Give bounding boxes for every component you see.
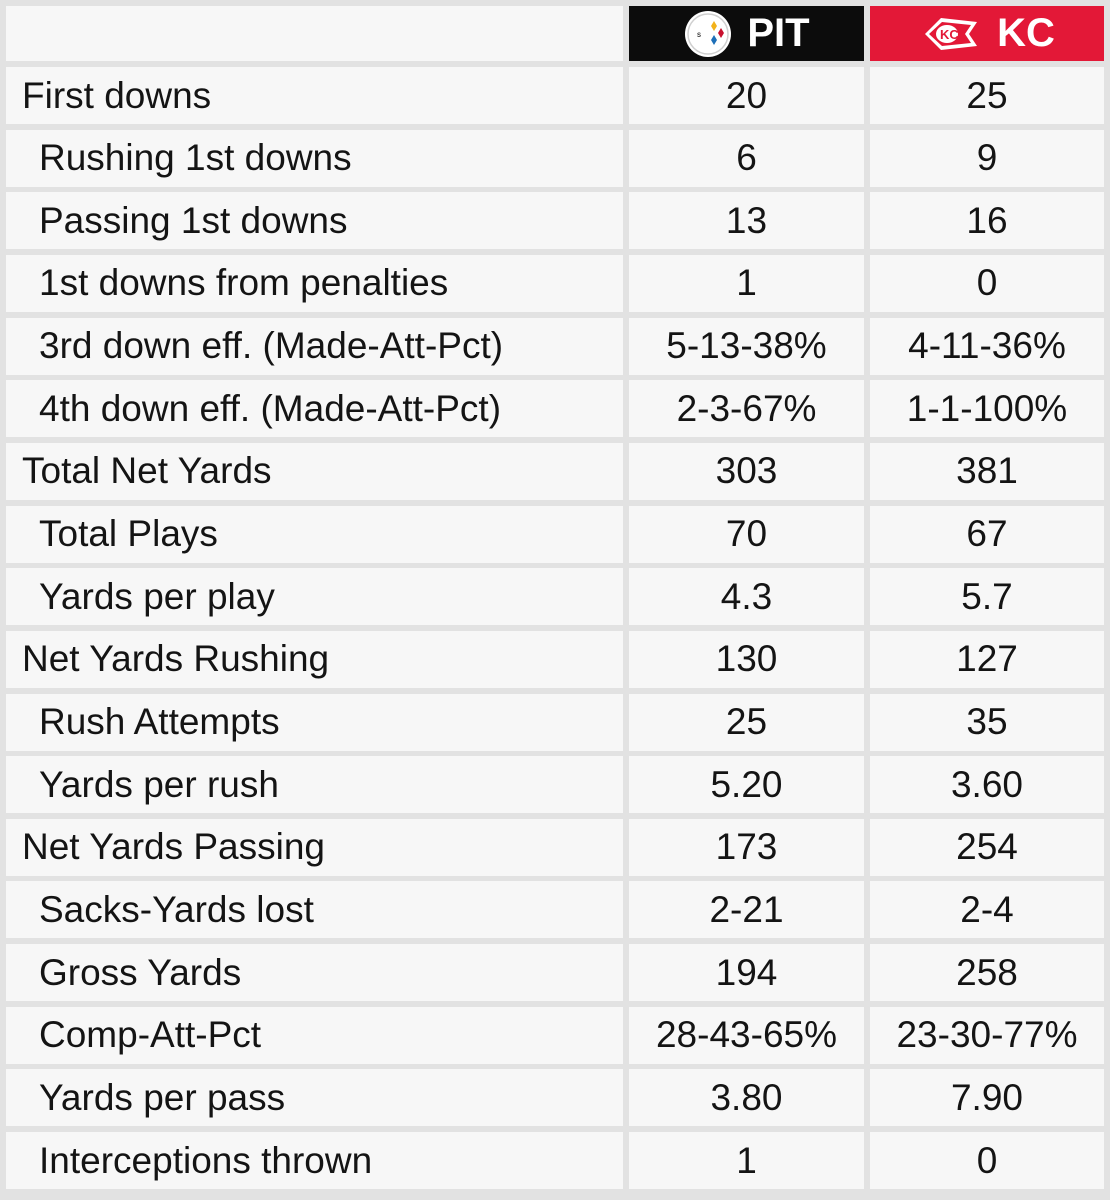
kc-value: 35 xyxy=(870,693,1104,751)
chiefs-logo-icon: KC xyxy=(919,12,983,56)
table-row: Rushing 1st downs 6 9 xyxy=(0,129,1110,187)
kc-value: 258 xyxy=(870,944,1104,1002)
kc-value: 3.60 xyxy=(870,756,1104,814)
table-row: 1st downs from penalties 1 0 xyxy=(0,254,1110,312)
stat-label: Gross Yards xyxy=(6,944,623,1002)
kc-value: 0 xyxy=(870,1132,1104,1189)
team-abbr-kc: KC xyxy=(997,11,1055,55)
pit-value: 5-13-38% xyxy=(629,317,864,375)
header-blank-cell xyxy=(6,6,623,61)
table-row: Passing 1st downs 13 16 xyxy=(0,192,1110,250)
table-row: Yards per rush 5.20 3.60 xyxy=(0,756,1110,814)
kc-value: 127 xyxy=(870,630,1104,688)
stat-label: Interceptions thrown xyxy=(6,1132,623,1189)
pit-value: 173 xyxy=(629,818,864,876)
stat-label: Rush Attempts xyxy=(6,693,623,751)
kc-value: 67 xyxy=(870,505,1104,563)
stat-label: Sacks-Yards lost xyxy=(6,881,623,939)
pit-value: 1 xyxy=(629,254,864,312)
table-row: Yards per pass 3.80 7.90 xyxy=(0,1069,1110,1127)
stat-label: 4th down eff. (Made-Att-Pct) xyxy=(6,380,623,438)
pit-value: 130 xyxy=(629,630,864,688)
svg-text:KC: KC xyxy=(940,27,959,42)
stat-label: Net Yards Passing xyxy=(6,818,623,876)
kc-value: 1-1-100% xyxy=(870,380,1104,438)
table-row: Sacks-Yards lost 2-21 2-4 xyxy=(0,881,1110,939)
pit-value: 25 xyxy=(629,693,864,751)
pit-value: 303 xyxy=(629,442,864,500)
table-row: Comp-Att-Pct 28-43-65% 23-30-77% xyxy=(0,1006,1110,1064)
pit-value: 6 xyxy=(629,129,864,187)
pit-value: 13 xyxy=(629,192,864,250)
kc-value: 5.7 xyxy=(870,568,1104,626)
svg-text:S: S xyxy=(697,33,701,39)
pit-value: 70 xyxy=(629,505,864,563)
team-header-pit: S PIT xyxy=(629,6,864,61)
pit-value: 3.80 xyxy=(629,1069,864,1127)
steelers-logo-icon: S xyxy=(683,9,733,59)
kc-value: 9 xyxy=(870,129,1104,187)
table-row: Net Yards Passing 173 254 xyxy=(0,818,1110,876)
stat-label: Total Net Yards xyxy=(6,442,623,500)
pit-value: 28-43-65% xyxy=(629,1006,864,1064)
pit-value: 1 xyxy=(629,1132,864,1189)
team-header-kc: KC KC xyxy=(870,6,1104,61)
table-row: Yards per play 4.3 5.7 xyxy=(0,568,1110,626)
pit-value: 4.3 xyxy=(629,568,864,626)
table-row: 4th down eff. (Made-Att-Pct) 2-3-67% 1-1-1… xyxy=(0,380,1110,438)
stat-label: Net Yards Rushing xyxy=(6,630,623,688)
table-row: First downs 20 25 xyxy=(0,67,1110,124)
stat-label: 1st downs from penalties xyxy=(6,254,623,312)
kc-value: 4-11-36% xyxy=(870,317,1104,375)
kc-value: 23-30-77% xyxy=(870,1006,1104,1064)
table-row: Gross Yards 194 258 xyxy=(0,944,1110,1002)
pit-value: 20 xyxy=(629,67,864,124)
table-row: Rush Attempts 25 35 xyxy=(0,693,1110,751)
stat-label: 3rd down eff. (Made-Att-Pct) xyxy=(6,317,623,375)
pit-value: 2-21 xyxy=(629,881,864,939)
pit-value: 194 xyxy=(629,944,864,1002)
table-row: Interceptions thrown 1 0 xyxy=(0,1132,1110,1189)
table-header: S PIT KC KC xyxy=(0,6,1110,61)
stat-label: Passing 1st downs xyxy=(6,192,623,250)
table-row: Total Plays 70 67 xyxy=(0,505,1110,563)
stat-label: Rushing 1st downs xyxy=(6,129,623,187)
table-row: 3rd down eff. (Made-Att-Pct) 5-13-38% 4-11… xyxy=(0,317,1110,375)
table-row: Total Net Yards 303 381 xyxy=(0,442,1110,500)
stat-label: First downs xyxy=(6,67,623,124)
stat-label: Yards per pass xyxy=(6,1069,623,1127)
stat-label: Total Plays xyxy=(6,505,623,563)
stat-label: Comp-Att-Pct xyxy=(6,1006,623,1064)
kc-value: 254 xyxy=(870,818,1104,876)
kc-value: 381 xyxy=(870,442,1104,500)
kc-value: 7.90 xyxy=(870,1069,1104,1127)
kc-value: 2-4 xyxy=(870,881,1104,939)
stat-label: Yards per play xyxy=(6,568,623,626)
pit-value: 2-3-67% xyxy=(629,380,864,438)
table-row: Net Yards Rushing 130 127 xyxy=(0,630,1110,688)
kc-value: 16 xyxy=(870,192,1104,250)
team-abbr-pit: PIT xyxy=(747,11,810,55)
pit-value: 5.20 xyxy=(629,756,864,814)
kc-value: 25 xyxy=(870,67,1104,124)
stat-label: Yards per rush xyxy=(6,756,623,814)
kc-value: 0 xyxy=(870,254,1104,312)
